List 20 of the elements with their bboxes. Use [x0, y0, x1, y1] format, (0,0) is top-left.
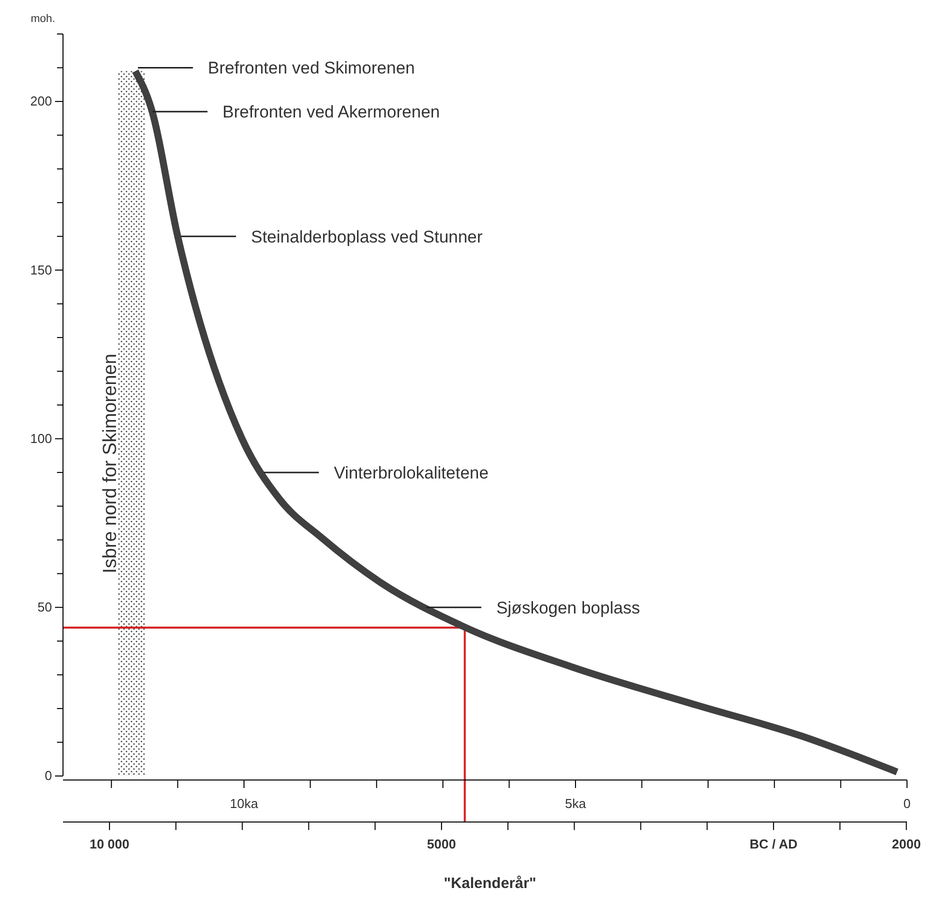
annotation: Brefronten ved Akermorenen — [222, 102, 440, 122]
x2-tick-label: BC / AD — [750, 836, 798, 852]
x2-tick-label: 10 000 — [90, 836, 130, 852]
x2-tick-label: 5000 — [427, 836, 456, 852]
y-axis-title: moh. — [30, 13, 56, 25]
x-tick-label: 0 — [903, 796, 911, 811]
y-tick-label: 200 — [30, 94, 52, 109]
x-tick-label: 5ka — [565, 796, 587, 811]
annotation: Brefronten ved Skimorenen — [208, 58, 415, 78]
x2-tick-label: 2000 — [892, 836, 921, 852]
y-tick-label: 50 — [38, 600, 52, 615]
x2-axis-title: "Kalenderår" — [444, 875, 536, 892]
y-tick-label: 100 — [30, 430, 52, 446]
x-tick-label: 10ka — [230, 796, 259, 811]
band-label: Isbre nord for Skimorenen — [100, 354, 122, 574]
annotation: Vinterbrolokalitetene — [334, 463, 489, 482]
y-tick-label: 150 — [30, 262, 52, 278]
annotation: Sjøskogen boplass — [496, 598, 640, 618]
y-tick-label: 0 — [44, 768, 52, 784]
annotation: Steinalderboplass ved Stunner — [251, 227, 483, 246]
